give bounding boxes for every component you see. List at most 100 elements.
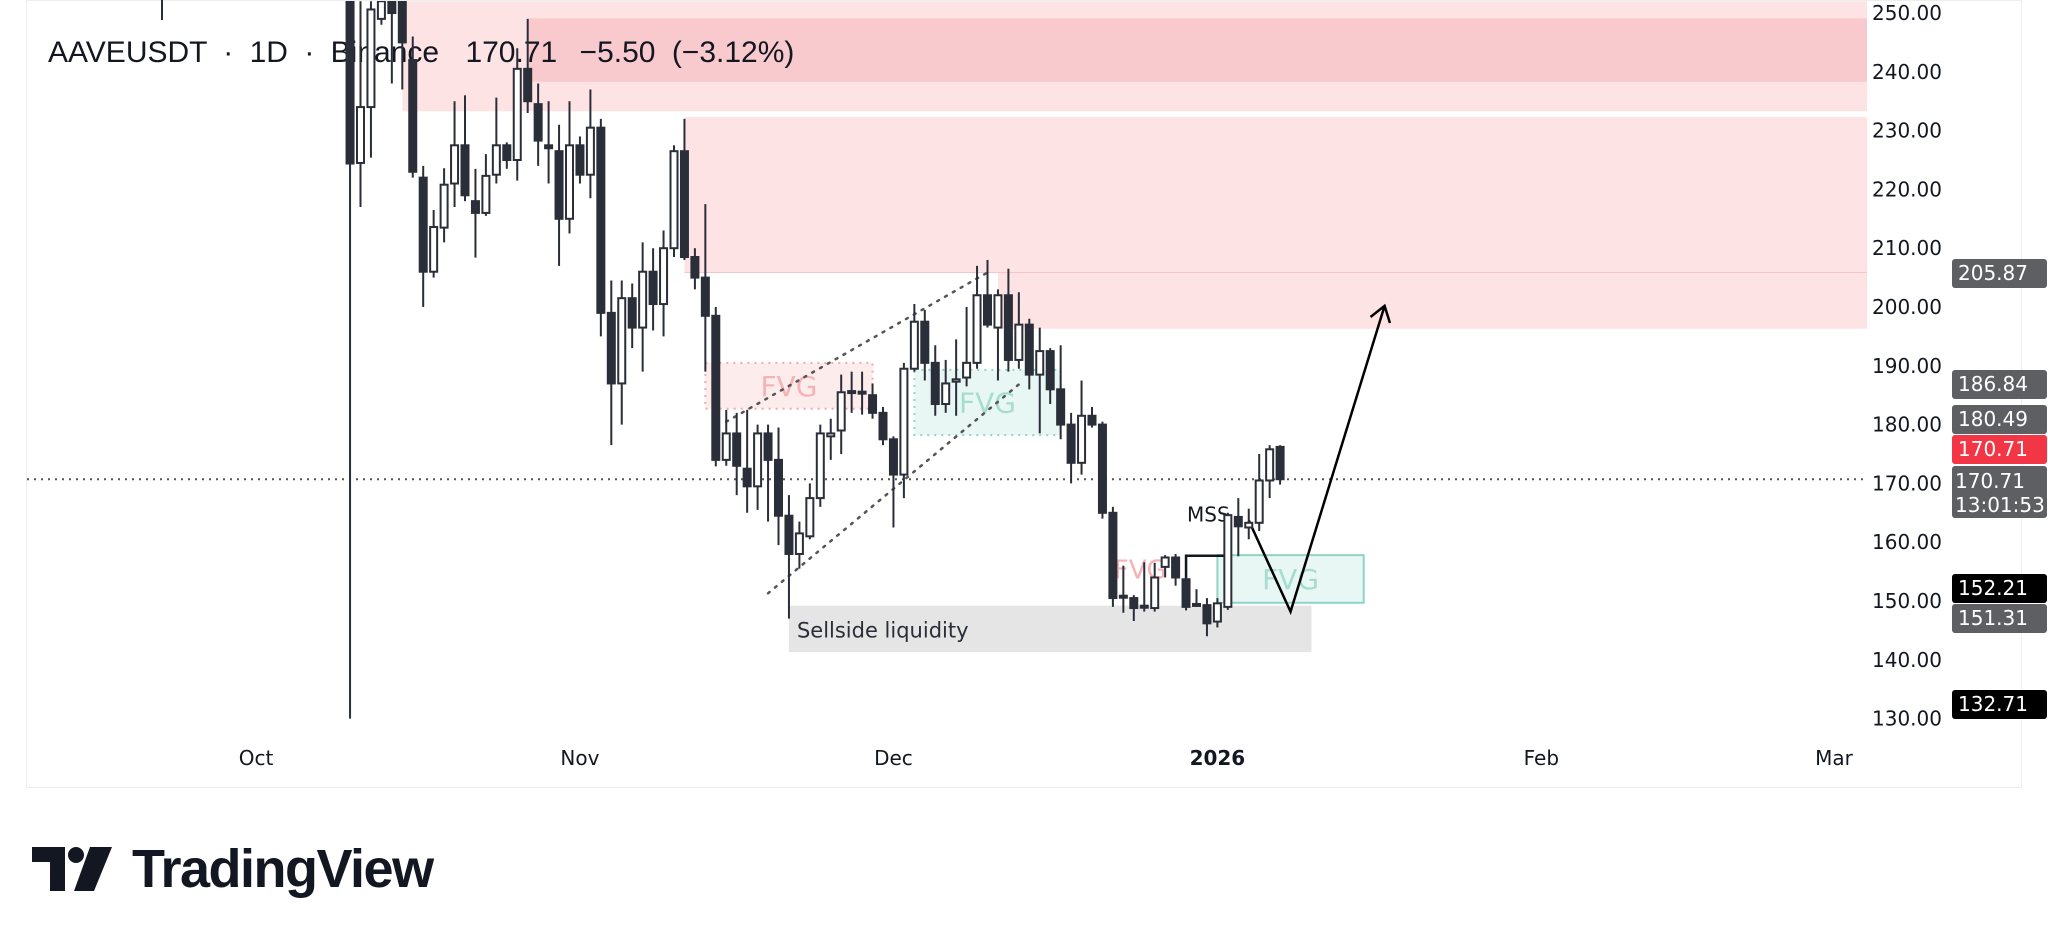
price-badge: 152.21: [1952, 574, 2047, 603]
price-badge-bg: [1952, 466, 2047, 518]
candle-body: [1024, 323, 1034, 376]
candle: [1160, 555, 1170, 578]
price-tick-label: 130.00: [1872, 707, 1942, 731]
candle: [826, 418, 836, 460]
header-change-pct: (−3.12%): [672, 36, 795, 69]
candle: [1254, 454, 1264, 532]
candle-body: [376, 1, 386, 20]
price-tick-label: 190.00: [1872, 354, 1942, 378]
time-tick-label: Nov: [560, 746, 599, 770]
price-badge-bg: [1952, 259, 2047, 288]
candle: [951, 339, 961, 416]
candle: [899, 362, 909, 499]
symbol-header: AAVEUSDT · 1D · Binance 170.71 −5.50 (−3…: [48, 36, 794, 69]
candle-body: [763, 432, 773, 461]
candle: [659, 230, 669, 337]
candle: [356, 1, 365, 208]
price-tick-label: 160.00: [1872, 530, 1942, 554]
candle-body: [397, 1, 407, 44]
candle: [1212, 598, 1222, 628]
candle-body: [1171, 556, 1181, 579]
candle-body: [1150, 576, 1160, 610]
candle: [387, 1, 397, 84]
supply-zone-mid: [684, 117, 1867, 273]
candle-body: [565, 144, 574, 220]
candle: [920, 309, 930, 381]
price-badge: 132.71: [1952, 690, 2047, 719]
candle-body: [533, 103, 543, 142]
tradingview-logo[interactable]: TradingView: [32, 842, 434, 896]
candle: [700, 204, 710, 372]
price-badges: 205.87186.84180.49170.71170.7113:01:5315…: [1952, 259, 2047, 719]
price-tick-label: 200.00: [1872, 295, 1942, 319]
candle-body: [993, 294, 1003, 329]
candle-body: [439, 183, 449, 229]
candle-body: [659, 247, 669, 306]
candle-body: [1212, 602, 1222, 623]
candle: [1223, 512, 1233, 610]
candle: [1024, 318, 1034, 390]
header-change: −5.50: [580, 36, 656, 69]
candle-body: [418, 176, 428, 273]
candle: [962, 307, 972, 387]
time-tick-label: Dec: [874, 746, 913, 770]
candle-body: [1003, 294, 1013, 361]
candle-body: [983, 294, 992, 326]
candle: [1118, 565, 1128, 613]
candle: [648, 248, 658, 331]
candles-layer: [345, 1, 1285, 719]
candle-body: [596, 126, 606, 314]
candle: [1097, 421, 1107, 519]
candle-body: [345, 1, 355, 165]
zones-layer: Sellside liquidityFVGFVGFVGFVG: [402, 1, 1867, 653]
fvg-label: FVG: [959, 387, 1016, 420]
candle: [1275, 445, 1285, 485]
candle-body: [805, 497, 815, 538]
candle-body: [1035, 350, 1045, 376]
price-badge-value: 152.21: [1958, 576, 2028, 600]
candle: [460, 95, 470, 202]
candle: [544, 101, 554, 184]
price-badge: 180.49: [1952, 405, 2047, 434]
candle-body: [491, 144, 501, 176]
candle: [585, 89, 595, 199]
candle: [847, 371, 857, 413]
fvg-box-bullish-solid: [1216, 554, 1365, 604]
candle-body: [481, 174, 491, 214]
candle-body: [669, 150, 679, 250]
candle-body: [512, 67, 522, 161]
projection-arrow: [1247, 305, 1386, 616]
candle: [732, 412, 742, 496]
candle: [523, 18, 533, 113]
separator: ·: [304, 36, 314, 69]
price-badge-value: 170.71: [1958, 437, 2028, 461]
candle: [763, 424, 773, 522]
candle: [1108, 506, 1118, 607]
candle: [1265, 445, 1275, 499]
candle: [993, 289, 1003, 381]
price-badge-bg: [1952, 604, 2047, 633]
price-badge: 186.84: [1952, 370, 2047, 399]
candle: [1045, 348, 1055, 405]
tradingview-logo-icon: [32, 847, 112, 891]
candle-body: [1045, 350, 1055, 391]
candle: [1244, 508, 1254, 540]
price-badge-value: 132.71: [1958, 692, 2028, 716]
price-axis[interactable]: 250.00 240.00 230.00 220.00 210.00 200.00 190.…: [1872, 1, 1942, 731]
candle: [878, 406, 888, 446]
price-tick-label: 230.00: [1872, 119, 1942, 143]
candle-body: [784, 514, 794, 555]
candle-body: [387, 1, 397, 14]
time-axis[interactable]: Oct Nov Dec 2026 Feb Mar: [239, 746, 1854, 770]
candle-body: [429, 226, 439, 273]
price-badge-bg: [1952, 690, 2047, 719]
candle-body: [648, 270, 658, 306]
candle-body: [356, 106, 365, 164]
candle: [868, 383, 878, 419]
price-badge-bg: [1952, 405, 2047, 434]
candle: [941, 359, 951, 413]
candle: [533, 83, 543, 166]
candle-body: [1160, 556, 1170, 568]
candle: [857, 371, 867, 415]
